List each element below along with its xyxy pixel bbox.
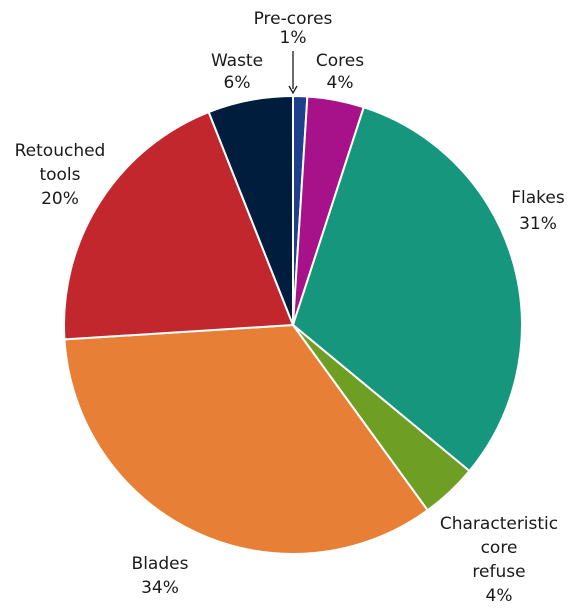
pie-slice-retouched-tools xyxy=(63,111,294,341)
slice-labels: Pre-cores 1%Cores 4% Flakes 31% Characteristi… xyxy=(15,9,565,606)
slice-label-pre-cores: Pre-cores 1% xyxy=(254,9,333,48)
slice-label-characteristic-core-refuse: Characteristic core refuse 4% xyxy=(440,514,558,606)
slice-label-flakes: Flakes 31% xyxy=(511,188,565,234)
slice-label-retouched-tools: Retouched tools 20% xyxy=(15,141,106,209)
slice-label-waste: Waste 6% xyxy=(211,51,263,93)
pie-slice-blades xyxy=(63,324,429,555)
slice-label-cores: Cores 4% xyxy=(316,51,364,93)
leader-arrowhead-pre-cores xyxy=(288,85,298,95)
slice-label-blades: Blades 34% xyxy=(132,554,189,598)
pie-slice-waste xyxy=(207,95,294,326)
pie-slices xyxy=(63,94,523,555)
leader-lines xyxy=(288,51,298,95)
pie-slice-flakes xyxy=(292,106,523,472)
